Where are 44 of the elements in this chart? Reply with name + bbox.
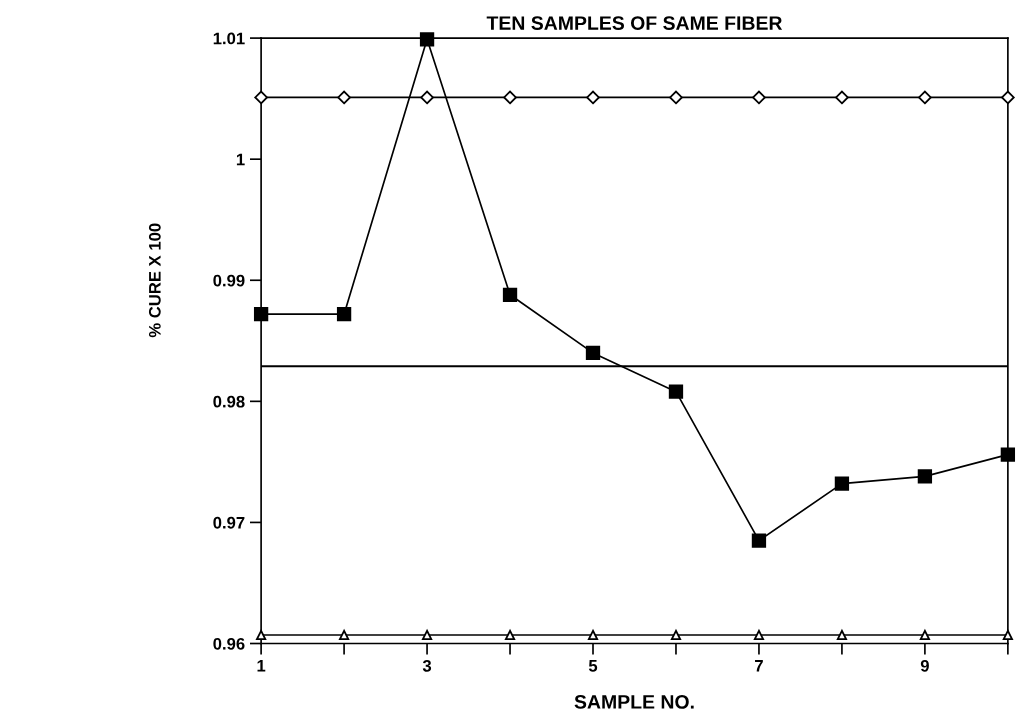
point bbox=[336, 307, 352, 322]
point bbox=[253, 307, 269, 322]
point bbox=[834, 476, 850, 491]
point bbox=[419, 32, 435, 47]
x-tick-label: 7 bbox=[755, 660, 763, 672]
chart-title: TEN SAMPLES OF SAME FIBER bbox=[486, 16, 783, 30]
y-axis-title: % CURE X 100 bbox=[148, 223, 161, 338]
y-tick-label: 0.96 bbox=[213, 637, 245, 650]
y-tick-label: 0.98 bbox=[213, 395, 245, 408]
point bbox=[337, 90, 351, 105]
point bbox=[668, 384, 684, 399]
point bbox=[503, 90, 517, 105]
point bbox=[669, 90, 683, 105]
point bbox=[1002, 629, 1013, 641]
y-tick-label: 0.97 bbox=[213, 516, 245, 529]
point bbox=[339, 629, 350, 641]
point bbox=[586, 90, 600, 105]
point bbox=[502, 287, 518, 302]
point bbox=[918, 90, 932, 105]
x-tick-label: 5 bbox=[588, 660, 598, 672]
point bbox=[504, 629, 516, 641]
point bbox=[587, 629, 599, 641]
point bbox=[670, 629, 682, 641]
point bbox=[421, 629, 433, 641]
point bbox=[254, 90, 268, 105]
point bbox=[420, 90, 434, 105]
x-tick-label: 9 bbox=[920, 659, 929, 672]
point bbox=[751, 533, 767, 548]
point bbox=[256, 629, 267, 641]
y-tick-label: 0.99 bbox=[213, 274, 245, 287]
y-tick-label: 1.01 bbox=[213, 32, 245, 45]
point bbox=[917, 469, 933, 484]
point bbox=[585, 345, 601, 361]
point bbox=[919, 629, 930, 641]
point bbox=[1001, 90, 1015, 105]
point bbox=[753, 629, 765, 641]
x-axis-title: SAMPLE NO. bbox=[574, 694, 694, 709]
point bbox=[836, 629, 847, 641]
x-tick-label: 3 bbox=[422, 659, 432, 672]
point bbox=[752, 90, 766, 105]
y-tick-label: 1 bbox=[236, 153, 245, 166]
x-tick-label: 1 bbox=[257, 660, 266, 672]
point bbox=[1000, 447, 1016, 462]
point bbox=[835, 90, 849, 105]
